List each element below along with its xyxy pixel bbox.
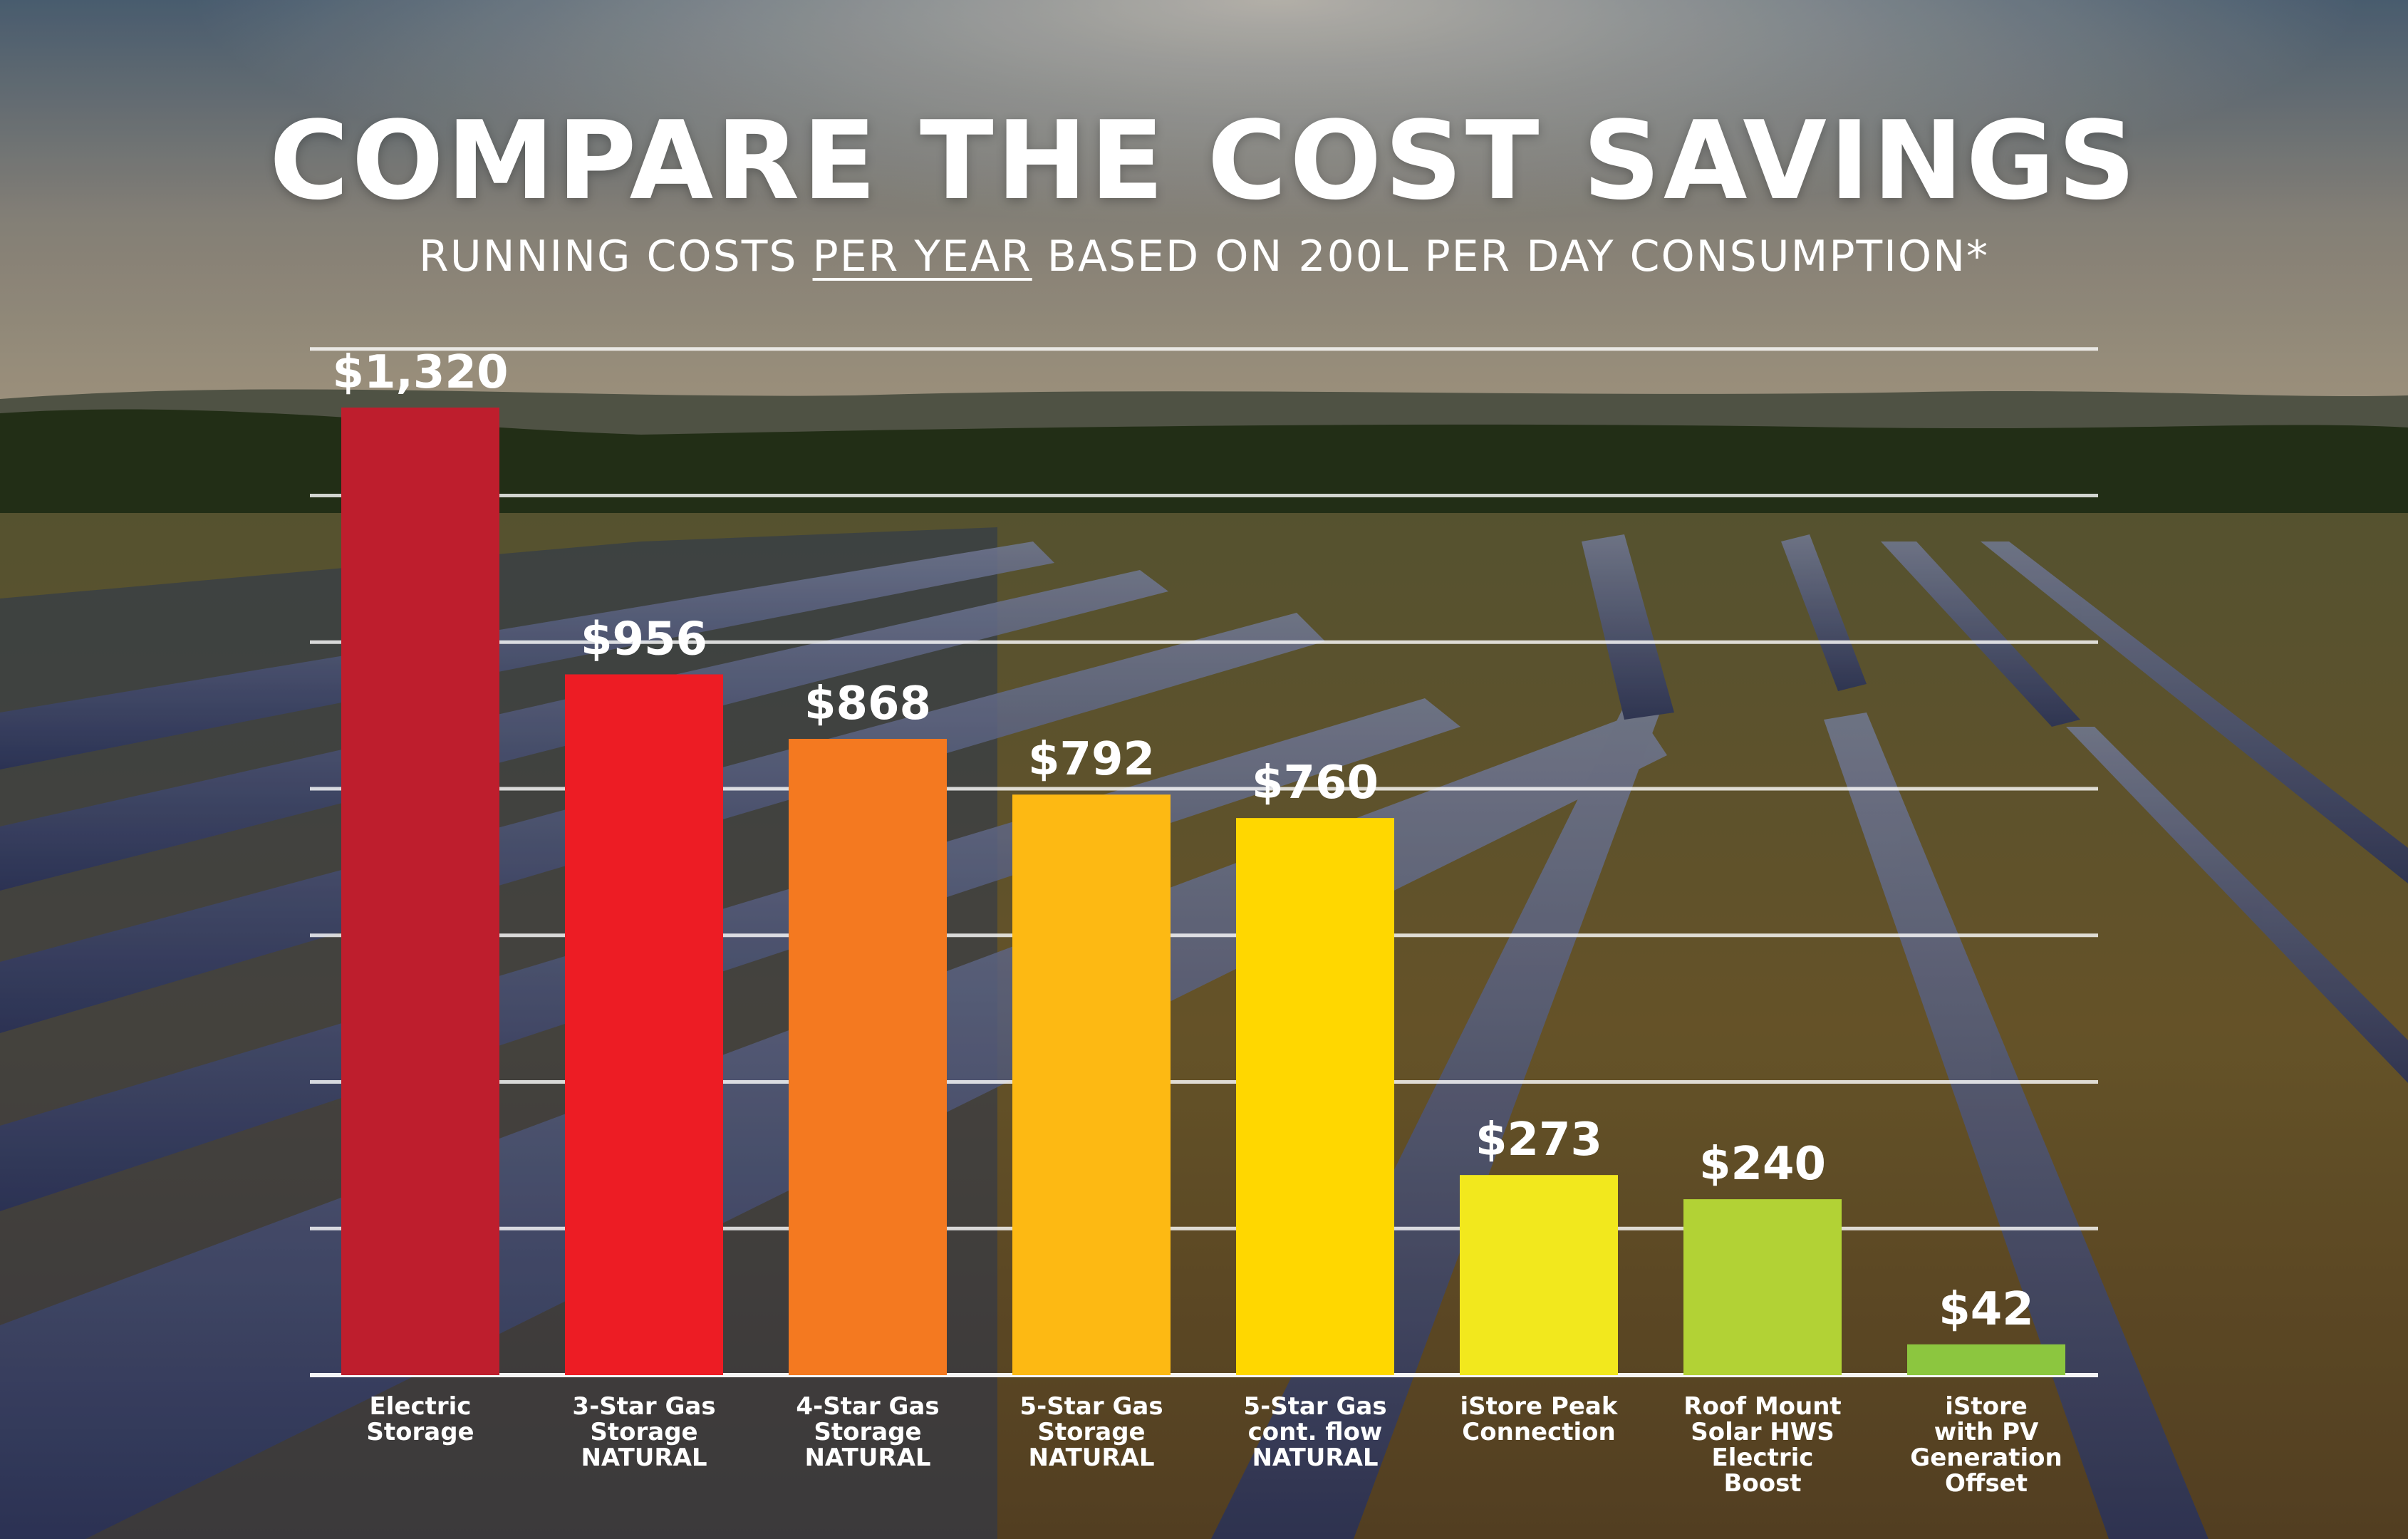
value-label: $240	[1699, 1138, 1826, 1191]
bar	[1683, 1199, 1842, 1375]
value-label: $956	[581, 613, 707, 665]
category-label: iStore Peak Connection	[1460, 1392, 1619, 1446]
value-labels: $1,320 $956 $868 $792 $760 $273 $240 $42	[333, 346, 2034, 1336]
bar	[789, 739, 947, 1375]
bar	[1236, 818, 1394, 1375]
value-label: $760	[1252, 757, 1379, 809]
subtitle-part-1: RUNNING COSTS	[419, 232, 813, 281]
value-label: $42	[1939, 1283, 2034, 1336]
page-title: COMPARE THE COST SAVINGS	[269, 98, 2139, 224]
bar	[341, 408, 499, 1375]
category-labels: Electric Storage 3-Star Gas Storage NATURAL 4…	[366, 1392, 2062, 1498]
bar	[1907, 1344, 2065, 1375]
category-label: 5-Star Gas Storage NATURAL	[1019, 1392, 1163, 1472]
category-label: 5-Star Gas cont. flow NATURAL	[1243, 1392, 1386, 1472]
subtitle-part-2: BASED ON 200L PER DAY CONSUMPTION*	[1032, 232, 1989, 281]
bar	[1012, 794, 1171, 1375]
category-label: 4-Star Gas Storage NATURAL	[796, 1392, 939, 1472]
value-label: $792	[1028, 733, 1155, 786]
value-label: $868	[804, 678, 931, 730]
value-label: $1,320	[333, 346, 509, 399]
subtitle-underlined: PER YEAR	[812, 232, 1032, 281]
bar	[1460, 1175, 1618, 1375]
category-label: 3-Star Gas Storage NATURAL	[572, 1392, 715, 1472]
category-label: Roof Mount Solar HWS Electric Boost	[1683, 1392, 1841, 1498]
bars	[341, 408, 2065, 1375]
page-subtitle: RUNNING COSTS PER YEAR BASED ON 200L PER…	[0, 235, 2408, 278]
value-label: $273	[1475, 1114, 1602, 1166]
category-label: Electric Storage	[366, 1392, 474, 1446]
category-label: iStore with PV Generation Offset	[1910, 1392, 2062, 1498]
bar	[565, 674, 723, 1375]
